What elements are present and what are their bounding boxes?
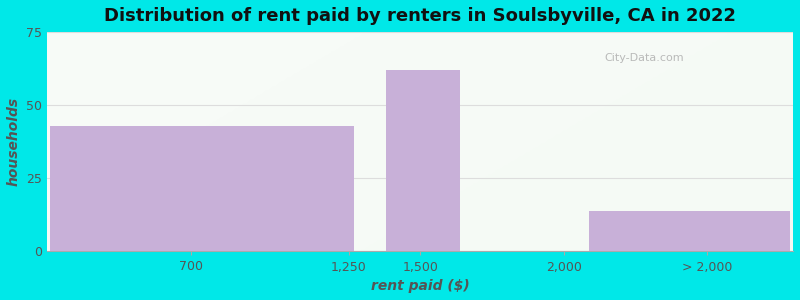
- Bar: [386, 70, 460, 251]
- X-axis label: rent paid ($): rent paid ($): [371, 279, 470, 293]
- Text: City-Data.com: City-Data.com: [604, 53, 684, 63]
- Bar: [590, 211, 790, 251]
- Bar: [50, 126, 354, 251]
- Y-axis label: households: households: [7, 97, 21, 186]
- Title: Distribution of rent paid by renters in Soulsbyville, CA in 2022: Distribution of rent paid by renters in …: [104, 7, 736, 25]
